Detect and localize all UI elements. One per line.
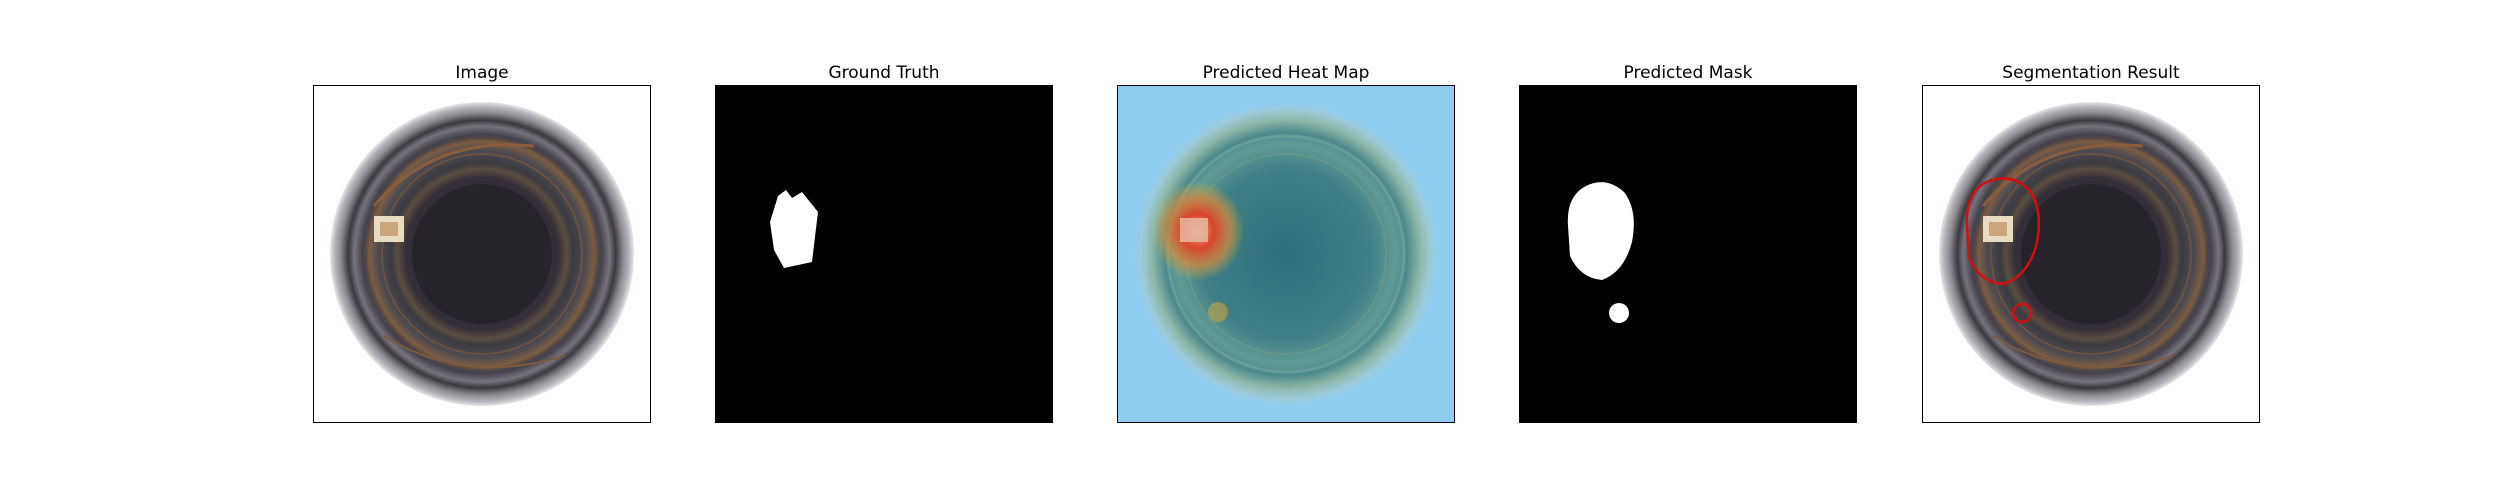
predicted-mask [1520,86,1856,422]
contour-small [2011,302,2033,324]
image-frame [313,85,651,423]
panel-title-ground-truth: Ground Truth [828,63,940,83]
predicted-region-small [1609,303,1629,323]
panel-image: Image [313,62,651,423]
predicted-region-main [1567,182,1634,280]
ground-truth-frame [715,85,1053,423]
panel-ground-truth: Ground Truth [715,62,1053,423]
panel-title-image: Image [455,63,509,83]
panel-title-segmentation-result: Segmentation Result [2002,63,2180,83]
panel-predicted-mask: Predicted Mask [1519,62,1857,423]
panel-title-predicted-mask: Predicted Mask [1623,63,1753,83]
panel-heat-map: Predicted Heat Map [1117,62,1455,423]
contour-main [1965,177,2040,286]
ground-truth-mask [716,86,1052,422]
predicted-mask-frame [1519,85,1857,423]
segmentation-result [1923,86,2259,422]
panel-segmentation-result: Segmentation Result [1922,62,2260,423]
bottle-image [314,86,650,422]
panel-title-heat-map: Predicted Heat Map [1202,63,1370,83]
ground-truth-region [770,190,818,268]
heat-map [1118,86,1454,422]
heat-map-frame [1117,85,1455,423]
segmentation-result-frame [1922,85,2260,423]
